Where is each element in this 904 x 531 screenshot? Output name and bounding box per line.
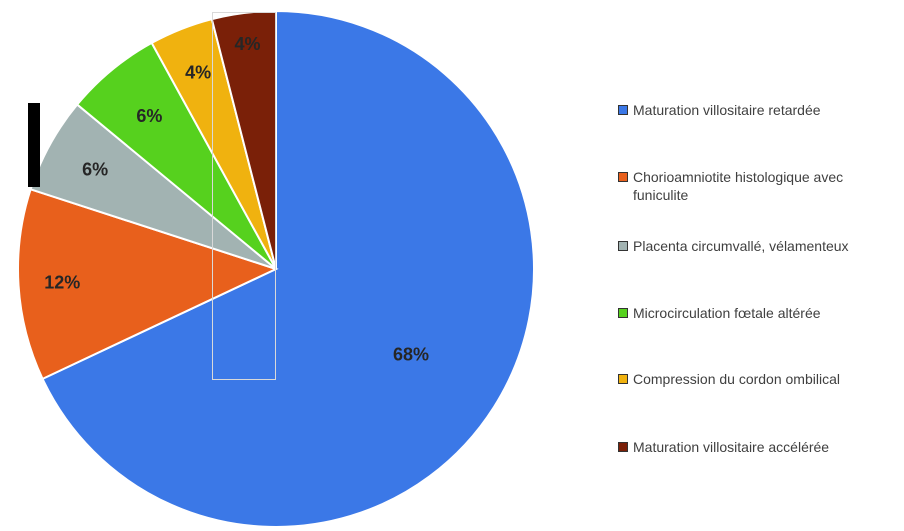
legend-item: Maturation villositaire accélérée bbox=[618, 438, 898, 456]
pie-slice bbox=[41, 9, 535, 528]
legend-item: Microcirculation fœtale altérée bbox=[618, 304, 898, 322]
legend-swatch-icon bbox=[618, 308, 628, 318]
legend-label: Maturation villositaire retardée bbox=[633, 102, 821, 118]
pie-chart: 68% 12% 6% 6% 4% 4% bbox=[17, 9, 535, 528]
legend-swatch-icon bbox=[618, 374, 628, 384]
black-bar-artifact bbox=[28, 103, 40, 187]
legend-swatch-icon bbox=[618, 241, 628, 251]
legend-label: Microcirculation fœtale altérée bbox=[633, 305, 821, 321]
slice-data-label: 6% bbox=[82, 160, 108, 180]
legend-item: Maturation villositaire retardée bbox=[618, 101, 898, 119]
slice-data-label: 68% bbox=[393, 345, 429, 365]
slice-data-label: 12% bbox=[44, 272, 80, 292]
legend-item: Compression du cordon ombilical bbox=[618, 370, 898, 388]
pie-slice bbox=[17, 188, 279, 381]
legend: Maturation villositaire retardée Chorioa… bbox=[618, 0, 904, 531]
legend-item: Chorioamniotite histologique avec funicu… bbox=[618, 168, 898, 204]
legend-label: Compression du cordon ombilical bbox=[633, 371, 840, 387]
legend-label: Placenta circumvallé, vélamenteux bbox=[633, 238, 849, 254]
legend-item: Placenta circumvallé, vélamenteux bbox=[618, 237, 898, 255]
legend-label: Maturation villositaire accélérée bbox=[633, 439, 830, 455]
slice-data-label: 6% bbox=[136, 106, 162, 126]
pie-chart-svg: 68% 12% 6% 6% 4% 4% bbox=[17, 9, 535, 528]
legend-swatch-icon bbox=[618, 172, 628, 182]
slice-data-label: 4% bbox=[235, 34, 261, 54]
slice-data-label: 4% bbox=[185, 62, 211, 82]
legend-swatch-icon bbox=[618, 442, 628, 452]
legend-swatch-icon bbox=[618, 105, 628, 115]
pie-slice bbox=[210, 9, 277, 270]
legend-label: Chorioamniotite histologique avec funicu… bbox=[633, 169, 844, 203]
